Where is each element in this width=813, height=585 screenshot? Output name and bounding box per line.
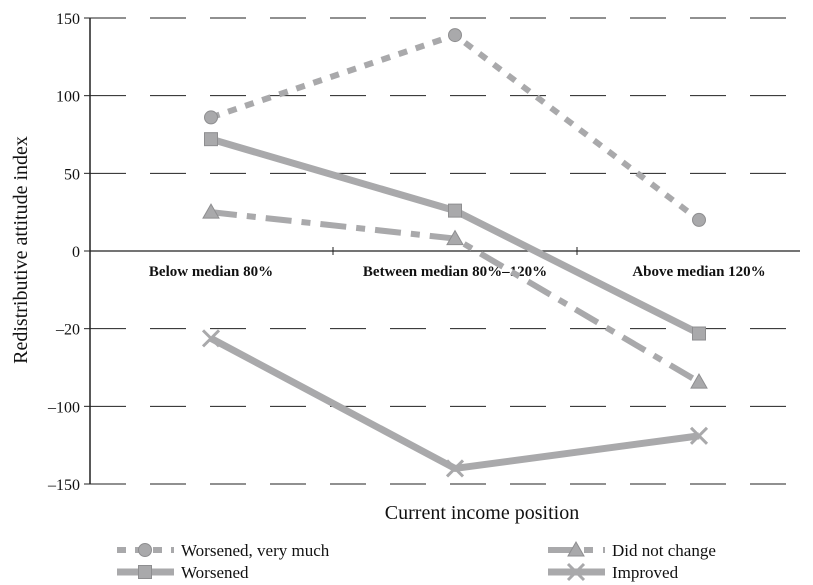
series-line-4 — [209, 335, 700, 472]
legend-item: Did not change — [548, 540, 716, 560]
series-group — [201, 28, 709, 478]
legend: Worsened, very much Worsened Did not chang… — [117, 540, 716, 582]
legend-label: Worsened, very much — [181, 541, 330, 560]
data-point — [445, 459, 465, 478]
legend-label: Worsened — [181, 563, 249, 582]
data-point — [692, 212, 706, 227]
legend-item: Worsened — [117, 563, 249, 582]
y-tick-label: 50 — [64, 166, 80, 183]
legend-item: Improved — [548, 562, 679, 582]
y-tick-label: 100 — [56, 89, 80, 106]
legend-swatch-marker — [138, 543, 152, 557]
y-tick-labels: 150 100 50 0 –20 –100 –150 — [47, 11, 90, 494]
x-axis-title: Current income position — [385, 502, 579, 524]
legend-swatch-marker — [138, 565, 152, 579]
y-tick-label: 0 — [72, 244, 80, 261]
y-tick-label: –150 — [47, 477, 80, 494]
data-point — [689, 426, 709, 445]
data-point — [201, 329, 221, 348]
data-point — [690, 373, 708, 389]
x-category-labels: Below median 80% Between median 80%–120% A… — [149, 247, 766, 280]
legend-label: Improved — [612, 563, 679, 582]
data-point — [202, 203, 220, 219]
data-point — [692, 326, 706, 341]
data-point — [204, 132, 218, 147]
y-axis-title: Redistributive attitude index — [10, 136, 32, 364]
data-point — [204, 110, 218, 125]
legend-item: Worsened, very much — [117, 541, 330, 560]
y-tick-label: –20 — [55, 322, 80, 339]
data-point — [448, 28, 462, 43]
y-tick-label: –100 — [47, 399, 80, 416]
legend-swatch-marker — [567, 540, 585, 557]
y-tick-label: 150 — [56, 11, 80, 28]
legend-swatch-marker — [566, 562, 586, 582]
x-category-label: Below median 80% — [149, 264, 273, 280]
legend-label: Did not change — [612, 541, 716, 560]
series-line-1 — [210, 32, 701, 223]
axes — [89, 18, 800, 484]
data-point — [448, 203, 462, 218]
x-category-label: Between median 80%–120% — [363, 264, 547, 280]
x-category-label: Above median 120% — [632, 264, 765, 280]
data-point — [446, 229, 464, 246]
